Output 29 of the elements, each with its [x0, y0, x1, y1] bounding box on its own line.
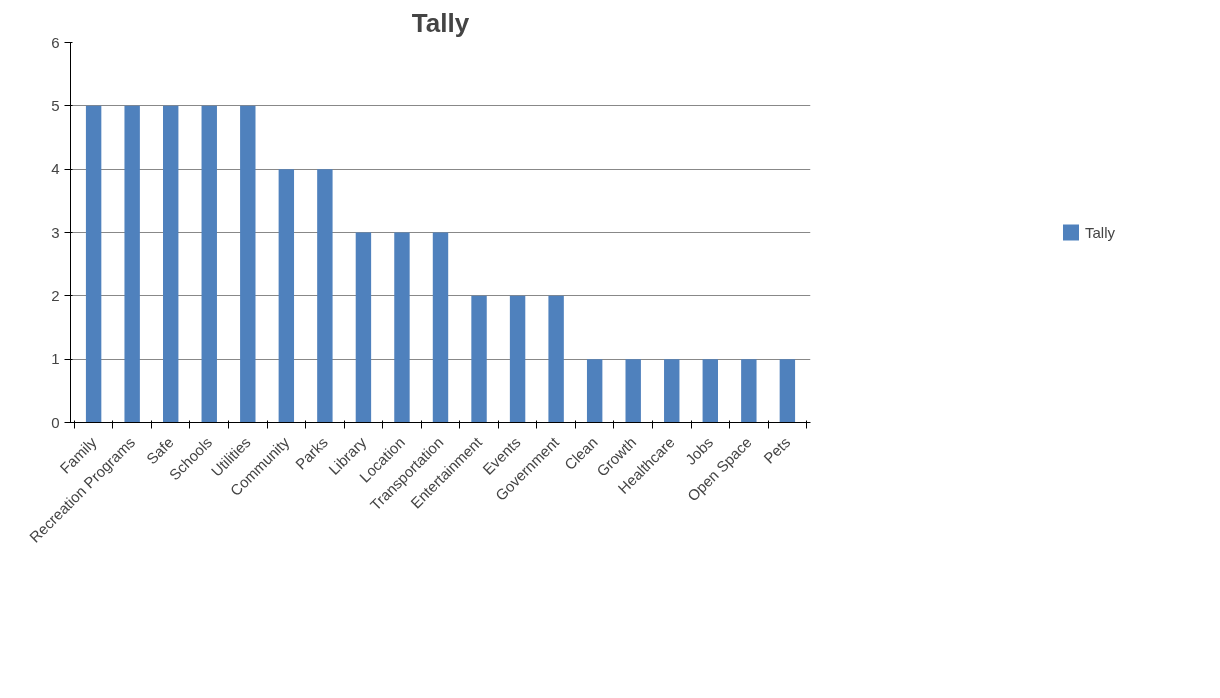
bar — [201, 105, 217, 423]
bar — [240, 105, 256, 423]
bar — [509, 295, 526, 423]
y-tick-label: 4 — [51, 160, 60, 178]
bar — [779, 359, 796, 423]
bar — [278, 169, 295, 423]
bar — [586, 359, 603, 423]
bar — [124, 105, 140, 423]
y-tick-label: 5 — [51, 96, 60, 114]
legend-label: Tally — [1084, 223, 1116, 241]
y-tick-label: 3 — [51, 223, 60, 241]
y-tick-label: 6 — [51, 33, 60, 51]
x-tick-label: Pets — [760, 433, 794, 467]
bar — [394, 232, 410, 423]
y-tick-label: 0 — [51, 413, 60, 431]
bar — [432, 232, 449, 423]
chart-title: Tally — [411, 7, 470, 38]
bar — [85, 105, 102, 423]
bar — [664, 359, 680, 423]
bar — [548, 295, 564, 423]
bar — [625, 359, 641, 423]
bar — [317, 169, 333, 423]
y-tick-label: 2 — [51, 286, 60, 304]
bar — [741, 359, 757, 423]
bar — [471, 295, 487, 423]
bar — [355, 232, 372, 423]
y-tick-label: 1 — [51, 350, 60, 368]
bar — [702, 359, 718, 423]
bar — [163, 105, 179, 423]
